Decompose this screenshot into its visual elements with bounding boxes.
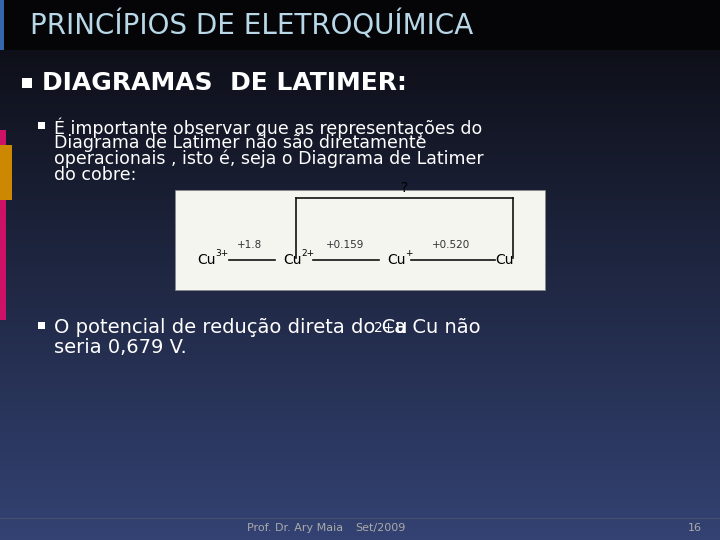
Text: Prof. Dr. Ary Maia: Prof. Dr. Ary Maia <box>247 523 343 533</box>
Text: 16: 16 <box>688 523 702 533</box>
Text: 2+: 2+ <box>301 249 314 259</box>
Text: do cobre:: do cobre: <box>54 166 136 184</box>
Bar <box>38 122 45 129</box>
Text: Cu: Cu <box>198 253 216 267</box>
Text: Diagrama de Latimer não são diretamente: Diagrama de Latimer não são diretamente <box>54 134 426 152</box>
Text: Set/2009: Set/2009 <box>355 523 405 533</box>
Text: +1.8: +1.8 <box>238 240 263 250</box>
Text: 2+: 2+ <box>374 321 395 335</box>
Text: PRINCÍPIOS DE ELETROQUÍMICA: PRINCÍPIOS DE ELETROQUÍMICA <box>30 10 473 40</box>
Text: ?: ? <box>401 181 408 195</box>
Text: Cu: Cu <box>284 253 302 267</box>
Text: Cu: Cu <box>496 253 514 267</box>
Text: seria 0,679 V.: seria 0,679 V. <box>54 338 186 357</box>
Text: operacionais , isto é, seja o Diagrama de Latimer: operacionais , isto é, seja o Diagrama d… <box>54 150 484 168</box>
Text: 3+: 3+ <box>215 249 228 259</box>
Bar <box>0 145 12 200</box>
Bar <box>0 0 4 50</box>
Text: É importante observar que as representações do: É importante observar que as representaç… <box>54 118 482 138</box>
Bar <box>0 130 6 320</box>
Text: Cu: Cu <box>388 253 406 267</box>
Text: O potencial de redução direta do Cu: O potencial de redução direta do Cu <box>54 318 408 337</box>
Text: DIAGRAMAS  DE LATIMER:: DIAGRAMAS DE LATIMER: <box>42 71 407 95</box>
Bar <box>0 0 720 50</box>
Bar <box>175 190 545 290</box>
Text: +: + <box>405 249 413 259</box>
Text: a Cu não: a Cu não <box>388 318 481 337</box>
Bar <box>38 321 45 328</box>
Bar <box>22 78 32 88</box>
Text: +0.159: +0.159 <box>326 240 364 250</box>
Text: +0.520: +0.520 <box>432 240 470 250</box>
